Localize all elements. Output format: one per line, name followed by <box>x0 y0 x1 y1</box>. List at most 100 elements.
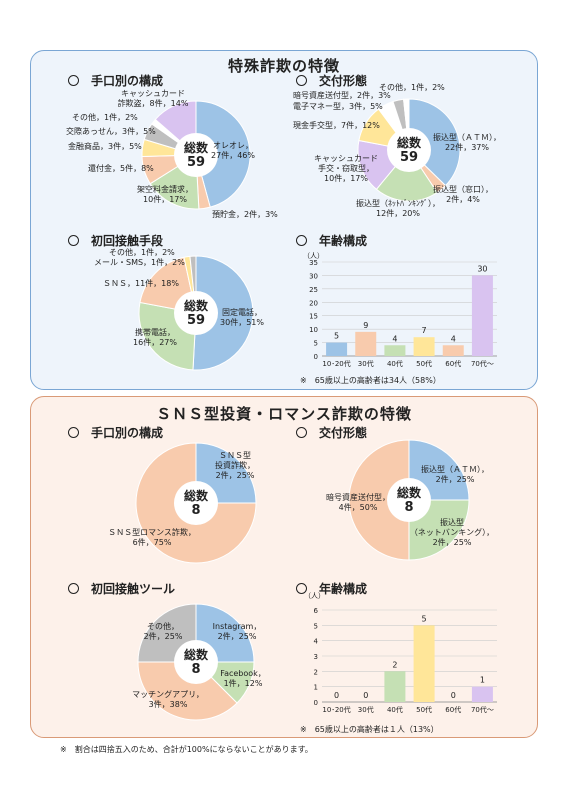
bottom-note: ※ 割合は四捨五入のため、合計が100%にならないことがあります。 <box>60 745 313 754</box>
slice-label: 22件，37% <box>445 142 489 152</box>
slice-label: その他， <box>147 621 179 631</box>
y-tick-label: 4 <box>314 638 319 646</box>
special-fraud-panel: 特殊詐欺の特徴 <box>30 50 538 390</box>
total-value: 8 <box>191 662 200 677</box>
section-title: 交付形態 <box>319 426 368 440</box>
circle-icon <box>296 583 307 594</box>
pie-slice <box>408 98 461 187</box>
pie-slice <box>135 442 257 564</box>
circle-icon <box>68 427 79 438</box>
pie-slice <box>137 661 238 721</box>
slice-label: 10件，17% <box>324 173 368 183</box>
slice-label: 詐欺盗，8件，14% <box>118 98 189 108</box>
slice-label: 還付金，5件，8% <box>88 163 154 173</box>
total-label: 総数 <box>184 488 209 503</box>
total-value: 59 <box>187 155 205 170</box>
bar <box>471 275 493 356</box>
bar <box>384 345 406 356</box>
x-tick-label: 70代～ <box>471 359 494 368</box>
slice-label: 暗号資産送付型， <box>326 492 390 502</box>
total-value: 8 <box>191 503 200 518</box>
circle-icon <box>296 427 307 438</box>
y-tick-label: 35 <box>309 259 318 267</box>
slice-label: 架空料金請求， <box>137 184 193 194</box>
slice-label: 交際あっせん，3件，5% <box>66 126 156 136</box>
slice-label: 預貯金，2件，3% <box>212 209 278 219</box>
donut-hole <box>174 640 218 684</box>
bar-value-label: 1 <box>480 676 485 685</box>
y-tick-label: 25 <box>309 286 318 294</box>
y-tick-label: 15 <box>309 313 318 321</box>
bar <box>413 625 435 702</box>
slice-label: ＳＮＳ，11件，18% <box>103 278 179 288</box>
x-tick-label: 70代～ <box>471 705 494 714</box>
pie-slice <box>195 100 251 208</box>
slice-label: 2件，25% <box>436 474 475 484</box>
pie-slice <box>348 439 410 561</box>
total-value: 59 <box>187 313 205 328</box>
slice-label: Facebook， <box>220 669 266 678</box>
y-tick-label: 5 <box>314 340 318 348</box>
section-title: 初回接触ツール <box>91 582 176 596</box>
y-tick-label: 20 <box>309 299 318 307</box>
section-title: 年齢構成 <box>319 582 368 596</box>
bar <box>355 331 377 356</box>
y-tick-label: 2 <box>314 668 318 676</box>
slice-label: 1件，12% <box>224 678 263 688</box>
bar-value-label: 0 <box>363 691 368 700</box>
slice-label: 12件，20% <box>376 208 420 218</box>
slice-label: 16件，27% <box>133 337 177 347</box>
slice-label: 手交・窃取型， <box>318 163 374 173</box>
y-unit-label: （人） <box>303 252 324 260</box>
bar <box>413 337 435 356</box>
section-age: 年齢構成 <box>296 580 367 597</box>
section-title: 手口別の構成 <box>91 74 164 88</box>
circle-icon <box>296 235 307 246</box>
bar-value-label: 30 <box>477 264 487 273</box>
slice-label: 振込型（ＡＴＭ）， <box>421 464 489 474</box>
bar <box>384 671 406 702</box>
slice-label: 現金手交型，7件，12% <box>293 120 380 130</box>
y-unit-label: （人） <box>304 592 325 600</box>
section-method: 手口別の構成 <box>68 424 163 441</box>
total-label: 総数 <box>184 140 209 155</box>
footnote: ※ 65歳以上の高齢者は１人（13%） <box>300 725 439 734</box>
section-title: 年齢構成 <box>319 234 368 248</box>
circle-icon <box>68 235 79 246</box>
x-tick-label: 50代 <box>416 359 432 368</box>
x-tick-label: 30代 <box>358 705 374 714</box>
donut-hole <box>174 481 218 525</box>
total-label: 総数 <box>397 485 422 500</box>
y-tick-label: 6 <box>314 607 319 615</box>
circle-icon <box>296 75 307 86</box>
circle-icon <box>68 583 79 594</box>
total-label: 総数 <box>184 298 209 313</box>
y-tick-label: 0 <box>314 353 318 361</box>
slice-label: 2件，25% <box>144 631 183 641</box>
total-label: 総数 <box>184 647 209 662</box>
section-delivery: 交付形態 <box>296 424 367 441</box>
donut-hole <box>387 478 431 522</box>
slice-label: その他，1件，2% <box>72 112 138 122</box>
slice-label: （ネットバンキング）， <box>410 527 494 537</box>
section-method: 手口別の構成 <box>68 72 163 89</box>
y-tick-label: 1 <box>314 684 318 692</box>
sns-fraud-panel: ＳＮＳ型投資・ロマンス詐欺の特徴 <box>30 396 538 738</box>
donut-hole <box>174 133 218 177</box>
slice-label: 振込型（ＡＴＭ）， <box>433 132 501 142</box>
slice-label: 2件，25% <box>218 631 257 641</box>
section-delivery: 交付形態 <box>296 72 367 89</box>
section-title: 手口別の構成 <box>91 426 164 440</box>
slice-label: ＳＮＳ型ロマンス詐欺， <box>108 527 196 537</box>
slice-label: マッチングアプリ， <box>132 689 204 699</box>
circle-icon <box>68 75 79 86</box>
slice-label: 携帯電話， <box>135 327 175 337</box>
bar-value-label: 7 <box>422 326 427 335</box>
panel-title: 特殊詐欺の特徴 <box>227 57 340 75</box>
y-tick-label: 3 <box>314 653 318 661</box>
footnote: ※ 65歳以上の高齢者は34人（58%） <box>300 376 441 385</box>
slice-label: オレオレ， <box>213 141 253 150</box>
y-tick-label: 5 <box>314 622 318 630</box>
slice-label: 振込型 <box>440 517 464 527</box>
y-tick-label: 10 <box>309 326 318 334</box>
